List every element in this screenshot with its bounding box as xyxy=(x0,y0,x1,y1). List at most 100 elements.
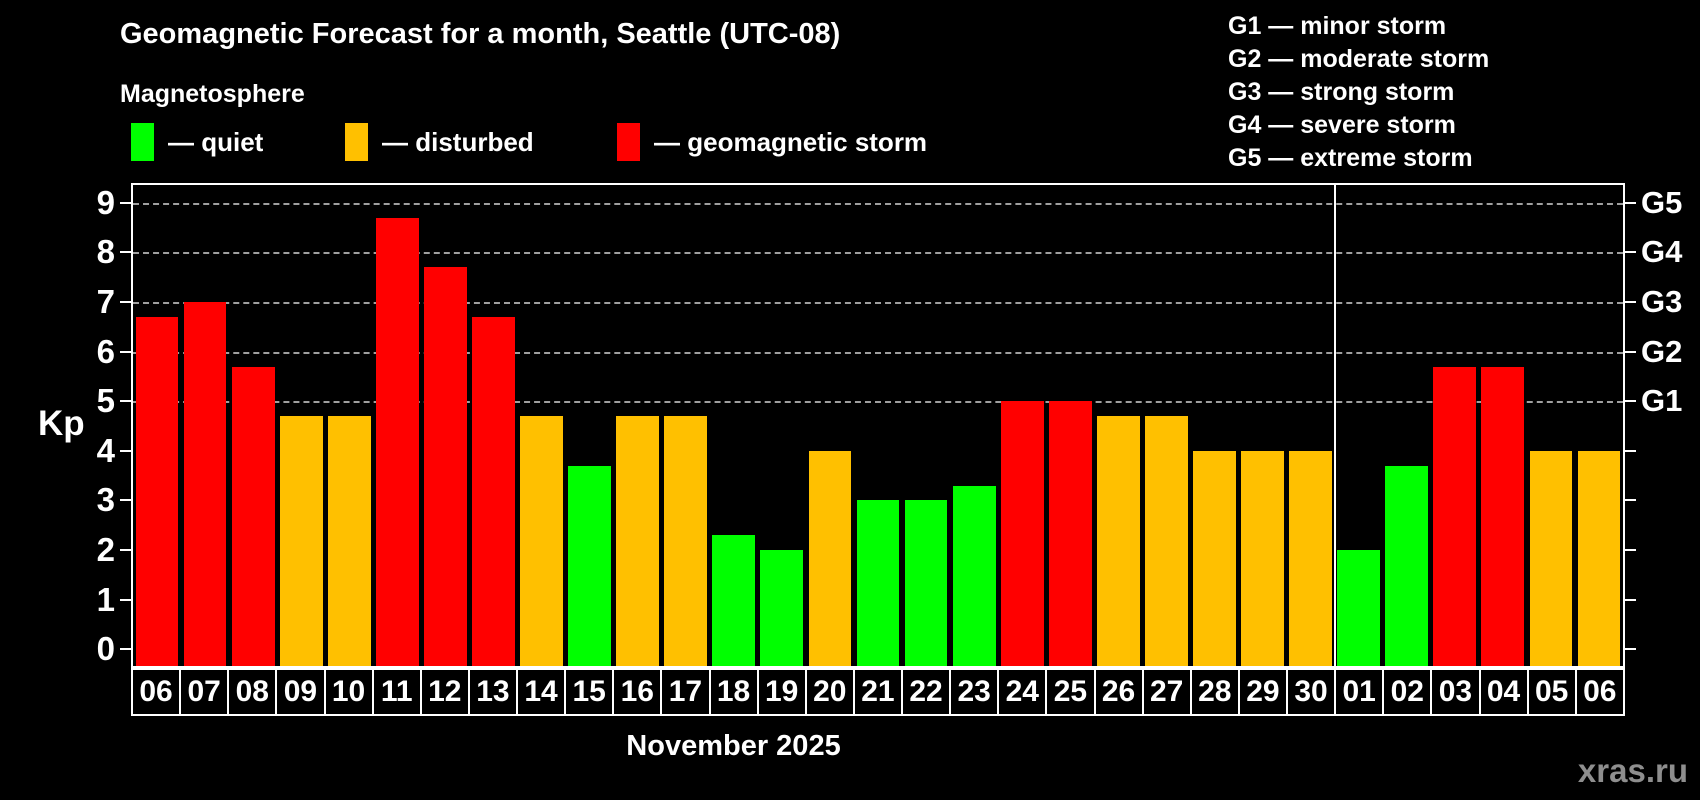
kp-bar-23 xyxy=(952,485,996,666)
kp-bar-20 xyxy=(808,450,852,666)
y-axis-tick-right-1 xyxy=(1623,598,1636,601)
day-label-nov-25: 25 xyxy=(1045,668,1096,716)
g-legend-line-g3: G3 — strong storm xyxy=(1228,78,1455,106)
y-tick-label-2: 2 xyxy=(96,530,115,568)
legend-item-storm: — geomagnetic storm xyxy=(617,122,927,162)
quiet-color-swatch xyxy=(131,123,154,161)
day-label-dec-03: 03 xyxy=(1430,668,1481,716)
gridline-kp6 xyxy=(133,351,1623,354)
g-level-label-g5: G5 xyxy=(1641,184,1683,220)
day-label-dec-02: 02 xyxy=(1382,668,1433,716)
y-axis-tick-right-5 xyxy=(1623,400,1636,403)
y-axis-tick-left-4 xyxy=(120,449,133,452)
month-separator-line xyxy=(1333,185,1336,666)
day-label-nov-13: 13 xyxy=(467,668,518,716)
day-label-nov-12: 12 xyxy=(419,668,470,716)
kp-bar-10 xyxy=(327,416,371,666)
y-tick-label-7: 7 xyxy=(96,283,115,321)
y-axis-tick-right-4 xyxy=(1623,449,1636,452)
day-label-dec-01: 01 xyxy=(1334,668,1385,716)
kp-bar-30 xyxy=(1289,450,1332,666)
kp-bar-13 xyxy=(472,316,515,666)
kp-bar-06 xyxy=(1577,450,1621,666)
kp-bar-28 xyxy=(1193,450,1236,666)
gridline-kp5 xyxy=(133,401,1623,404)
gridline-kp8 xyxy=(133,252,1623,255)
kp-bar-03 xyxy=(1433,366,1477,666)
day-label-nov-27: 27 xyxy=(1141,668,1192,716)
kp-bar-08 xyxy=(231,366,275,666)
g-legend-line-g4: G4 — severe storm xyxy=(1228,111,1456,139)
kp-bar-04 xyxy=(1481,366,1525,666)
kp-bar-05 xyxy=(1529,450,1573,666)
day-label-nov-14: 14 xyxy=(516,668,567,716)
y-axis-tick-left-2 xyxy=(120,548,133,551)
day-label-nov-26: 26 xyxy=(1093,668,1144,716)
plot-area: 0 1 2 3 4 5 6 7 8 9 G1 G2 G3 G4 G5 xyxy=(97,183,1682,668)
g-level-label-g1: G1 xyxy=(1641,383,1683,419)
legend-label-disturbed: — disturbed xyxy=(382,126,534,157)
g-legend-line-g2: G2 — moderate storm xyxy=(1228,45,1490,73)
kp-bar-07 xyxy=(183,302,227,666)
g-level-label-g4: G4 xyxy=(1641,234,1683,270)
day-label-nov-22: 22 xyxy=(901,668,952,716)
x-axis-day-labels: 06 07 08 09 10 11 12 13 14 15 16 17 18 19 20 21 22 23 24 25… xyxy=(131,668,1625,716)
kp-bar-25 xyxy=(1048,401,1092,666)
y-axis-tick-right-0 xyxy=(1623,648,1636,651)
day-label-nov-24: 24 xyxy=(997,668,1048,716)
day-label-nov-21: 21 xyxy=(852,668,903,716)
gridline-kp7 xyxy=(133,302,1623,305)
kp-bar-09 xyxy=(279,416,323,666)
y-axis-tick-left-1 xyxy=(120,598,133,601)
legend-label-quiet: — quiet xyxy=(168,126,264,157)
day-label-nov-15: 15 xyxy=(564,668,615,716)
day-label-nov-08: 08 xyxy=(227,668,278,716)
legend-item-quiet: — quiet xyxy=(131,122,263,162)
day-label-nov-29: 29 xyxy=(1237,668,1288,716)
y-tick-label-0: 0 xyxy=(96,630,115,668)
chart-subtitle: Magnetosphere xyxy=(120,80,305,108)
y-axis-tick-right-2 xyxy=(1623,548,1636,551)
day-label-nov-19: 19 xyxy=(756,668,807,716)
kp-bar-15 xyxy=(568,465,611,666)
day-label-nov-09: 09 xyxy=(275,668,326,716)
day-label-nov-16: 16 xyxy=(612,668,663,716)
kp-bar-06 xyxy=(135,316,179,666)
y-tick-label-8: 8 xyxy=(96,233,115,271)
y-axis-tick-left-0 xyxy=(120,648,133,651)
y-axis-tick-left-8 xyxy=(120,251,133,254)
day-label-dec-06: 06 xyxy=(1574,668,1625,716)
y-axis-tick-right-7 xyxy=(1623,301,1636,304)
gridline-kp9 xyxy=(133,202,1623,205)
y-axis-tick-right-3 xyxy=(1623,499,1636,502)
legend-label-storm: — geomagnetic storm xyxy=(654,126,928,157)
kp-bar-26 xyxy=(1096,416,1140,666)
y-axis-tick-right-9 xyxy=(1623,201,1636,204)
day-label-dec-04: 04 xyxy=(1478,668,1529,716)
day-label-nov-18: 18 xyxy=(708,668,759,716)
kp-bar-22 xyxy=(904,500,948,666)
y-axis-tick-left-7 xyxy=(120,301,133,304)
storm-color-swatch xyxy=(617,123,640,161)
kp-bar-19 xyxy=(760,549,804,666)
y-tick-label-1: 1 xyxy=(96,580,115,618)
kp-bar-29 xyxy=(1241,450,1284,666)
g-level-label-g2: G2 xyxy=(1641,333,1683,369)
day-label-nov-17: 17 xyxy=(660,668,711,716)
kp-bar-02 xyxy=(1385,465,1429,666)
g-legend-line-g5: G5 — extreme storm xyxy=(1228,144,1473,172)
x-axis-month-label: November 2025 xyxy=(626,730,841,762)
day-label-nov-10: 10 xyxy=(323,668,374,716)
kp-bar-21 xyxy=(856,500,900,666)
watermark: xras.ru xyxy=(1577,752,1688,789)
legend-item-disturbed: — disturbed xyxy=(345,122,534,162)
y-axis-tick-left-9 xyxy=(120,201,133,204)
kp-bar-01 xyxy=(1337,549,1381,666)
y-axis-tick-left-6 xyxy=(120,350,133,353)
day-label-nov-30: 30 xyxy=(1286,668,1337,716)
g-scale-legend: G1 — minor storm G2 — moderate storm G3 … xyxy=(1228,10,1489,175)
y-axis-tick-left-5 xyxy=(120,400,133,403)
day-label-dec-05: 05 xyxy=(1526,668,1577,716)
day-label-nov-07: 07 xyxy=(179,668,230,716)
day-label-nov-11: 11 xyxy=(371,668,422,716)
